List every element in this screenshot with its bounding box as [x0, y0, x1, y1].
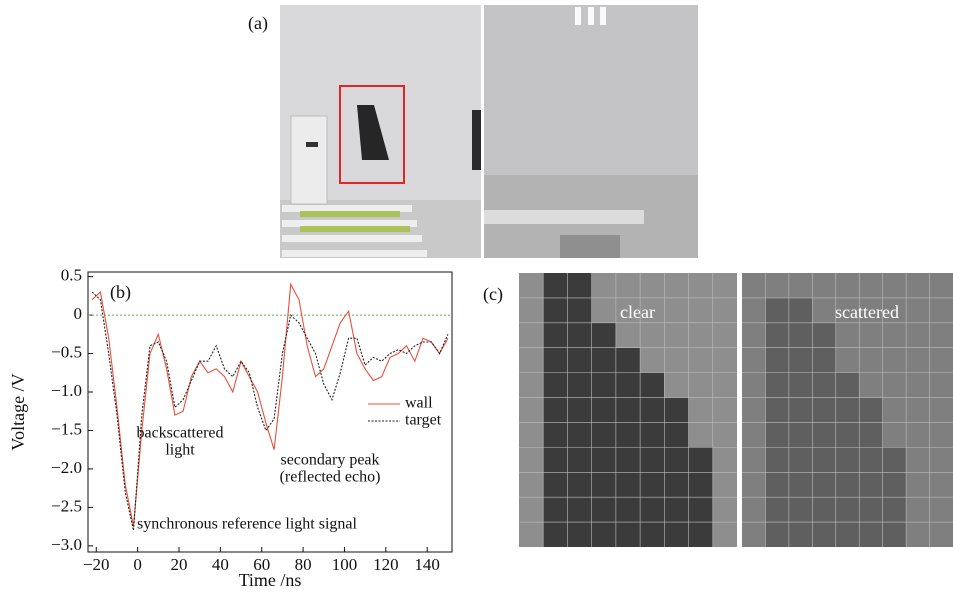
- plot-frame: [88, 272, 452, 552]
- pixel-block: [765, 323, 835, 348]
- pixel-block: [543, 472, 713, 497]
- annotation: (reflected echo): [280, 469, 381, 486]
- x-tick-label: 20: [171, 555, 188, 574]
- pixel-block: [543, 522, 713, 547]
- pixel-block: [543, 373, 664, 398]
- y-axis-label: Voltage /V: [8, 373, 28, 450]
- legend-label: wall: [405, 395, 433, 412]
- annotation: secondary peak: [280, 452, 379, 469]
- x-tick-label: 100: [332, 555, 358, 574]
- pixel-block: [765, 422, 882, 447]
- x-tick-label: 40: [212, 555, 229, 574]
- x-tick-label: 120: [373, 555, 399, 574]
- panel-label: (b): [110, 282, 131, 303]
- legend-label: target: [405, 412, 442, 429]
- series-line: [92, 284, 448, 526]
- x-axis-label: Time /ns: [239, 570, 302, 590]
- y-tick-label: −2.5: [51, 496, 82, 515]
- y-tick-label: 0: [74, 304, 83, 323]
- photo-clear: [280, 5, 481, 258]
- y-tick-label: −1.5: [51, 419, 82, 438]
- figure: (a) (c) clear scattered −200204060801001…: [0, 0, 953, 593]
- pixel-block: [543, 497, 713, 522]
- y-tick-label: 0.5: [61, 266, 82, 285]
- image-label: scattered: [835, 302, 899, 322]
- y-tick-label: −1.0: [51, 381, 82, 400]
- pixel-block: [765, 348, 835, 373]
- panel-label: (a): [248, 13, 268, 34]
- image-label: clear: [620, 302, 655, 322]
- x-tick-label: 140: [414, 555, 440, 574]
- annotation: backscattered: [136, 425, 223, 442]
- pixel-block: [765, 398, 882, 423]
- series-line: [92, 292, 448, 531]
- x-tick-label: −20: [83, 555, 110, 574]
- pixel-block: [543, 323, 616, 348]
- x-tick-label: 0: [133, 555, 142, 574]
- y-tick-label: −2.0: [51, 458, 82, 477]
- panel-label: (c): [483, 284, 503, 305]
- y-tick-label: −0.5: [51, 342, 82, 361]
- annotation: light: [165, 442, 195, 459]
- y-tick-label: −3.0: [51, 535, 82, 554]
- annotation: synchronous reference light signal: [137, 516, 357, 533]
- pixel-block: [543, 447, 713, 472]
- photo-scattered: [484, 5, 698, 258]
